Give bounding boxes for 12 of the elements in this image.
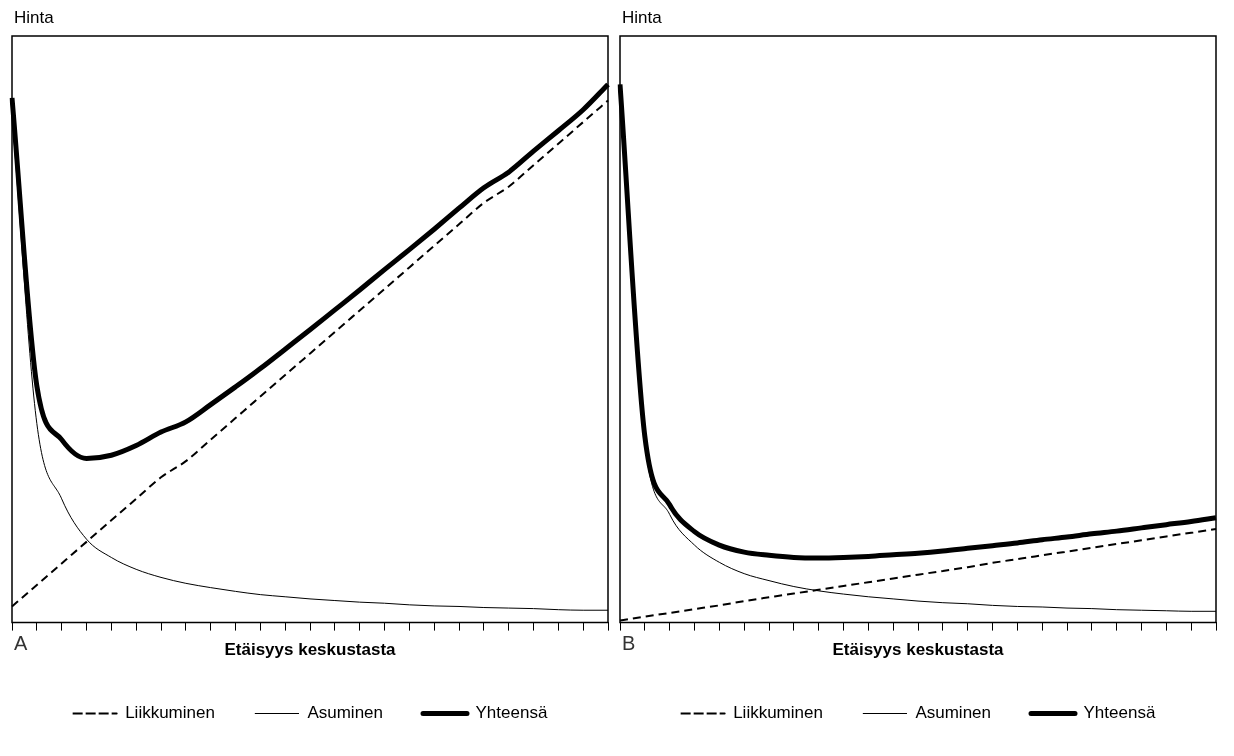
x-axis-title: Etäisyys keskustasta bbox=[224, 640, 397, 660]
legend-label: Asuminen bbox=[915, 703, 992, 723]
y-axis-title: Hinta bbox=[621, 8, 663, 29]
text: A bbox=[14, 632, 28, 655]
legend-label: Liikkuminen bbox=[125, 703, 215, 723]
x-axis-title: Etäisyys keskustasta bbox=[832, 640, 1005, 660]
legend-label: Yhteensä bbox=[1083, 703, 1156, 723]
text: B bbox=[622, 632, 636, 655]
y-axis-title: Hinta bbox=[13, 8, 55, 29]
legend-label: Liikkuminen bbox=[733, 703, 823, 723]
legend-label: Asuminen bbox=[307, 703, 384, 723]
legend-label: Yhteensä bbox=[475, 703, 548, 723]
